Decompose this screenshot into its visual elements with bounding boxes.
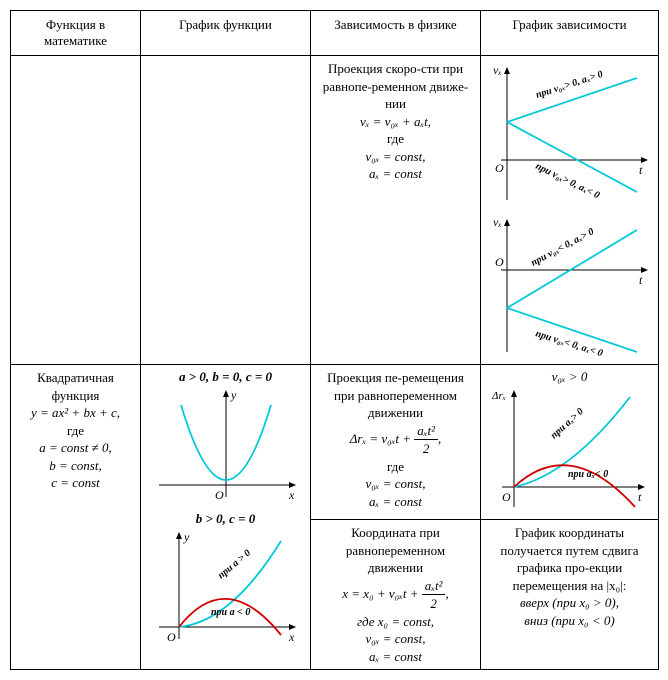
axis-y-2: y [183,530,190,544]
coord-c2: aₓ = const [369,649,422,664]
disp-eq-post: , [438,431,441,446]
header-row: Функция в математике График функции Зави… [11,11,659,56]
disp-eq-pre: Δrₓ = v₀ₓt + [350,431,415,446]
disp-title: Проекция пе-ремещения при равнопеременно… [317,369,474,422]
coord-num: aₓt² [422,577,446,596]
cond-4: при v₀ₓ< 0, aₓ< 0 [534,328,604,359]
coord-frac: aₓt²2 [422,577,446,613]
axis-dr: Δrₓ [491,390,506,402]
origin-2: O [495,255,504,269]
cell-physics-coord: Координата при равнопеременном движении … [311,520,481,670]
cell-mathgraph-empty [141,56,311,365]
axis-t-2: t [639,273,643,287]
axis-t-d: t [638,490,642,504]
axis-vx-2: vₓ [493,215,502,229]
axis-t-1: t [639,163,643,177]
origin-p1: O [215,488,224,502]
axis-x-2: x [288,630,295,644]
cell-math-empty [11,56,141,365]
axis-x-1: x [288,488,295,502]
cond-parabola-1: a > 0, b = 0, c = 0 [147,369,304,385]
cell-coord-note: График координаты получается путем сдвиг… [481,520,659,670]
cell-math-quadratic: Квадратичная функция y = ax² + bx + c, г… [11,365,141,670]
axis-y-1: y [230,388,237,402]
cond-a-pos: при a > 0 [215,548,252,582]
disp-head: v₀ₓ > 0 [487,369,652,385]
parabola-svg-1: y x O [151,385,301,505]
header-math: Функция в математике [11,11,141,56]
cond-parabola-2: b > 0, c = 0 [147,511,304,527]
disp-cond-pos: при aₓ> 0 [548,406,585,441]
quad-c2: b = const, [49,458,101,473]
note-l3: вниз (при x₀ < 0) [524,613,614,628]
cell-physics-velocity: Проекция скоро-сти при равнопе-ременном … [311,56,481,365]
note-l2: вверх (при x₀ > 0), [520,595,619,610]
quad-where: где [17,422,134,440]
disp-c1: v₀ₓ = const, [366,476,426,491]
coord-c1: v₀ₓ = const, [366,631,426,646]
quad-c1: a = const ≠ 0, [39,440,112,455]
quad-title: Квадратичная функция [17,369,134,404]
cell-physics-displacement: Проекция пе-ремещения при равнопеременно… [311,365,481,520]
disp-c2: aₓ = const [369,494,422,509]
disp-cond-neg: при aₓ< 0 [568,469,608,480]
disp-den: 2 [414,440,438,458]
header-math-graph: График функции [141,11,311,56]
velocity-graph-svg: vₓ t O при v₀ₓ> 0, aₓ> 0 при v₀ₓ> 0, aₓ<… [487,60,655,360]
origin-p2: O [167,630,176,644]
header-physics-graph: График зависимости [481,11,659,56]
quad-eq: y = ax² + bx + c, [31,405,120,420]
cond-3: при v₀ₓ< 0, aₓ> 0 [529,226,596,268]
origin-1: O [495,161,504,175]
coord-eq-post: , [445,586,448,601]
table-row: Квадратичная функция y = ax² + bx + c, г… [11,365,659,520]
coord-title: Координата при равнопеременном движении [317,524,474,577]
table-row: Проекция скоро-сти при равнопе-ременном … [11,56,659,365]
axis-vx-1: vₓ [493,63,502,77]
disp-frac: aₓt²2 [414,422,438,458]
velocity-c2: aₓ = const [369,166,422,181]
cell-mathgraph-quadratic: a > 0, b = 0, c = 0 y x O b > 0, c = 0 y… [141,365,311,670]
cond-1: при v₀ₓ> 0, aₓ> 0 [535,69,605,101]
velocity-title: Проекция скоро-сти при равнопе-ременном … [317,60,474,113]
coord-eq-pre: x = x₀ + v₀ₓt + [342,586,421,601]
disp-where: где [317,458,474,476]
header-physics: Зависимость в физике [311,11,481,56]
cond-a-neg: при a < 0 [211,607,250,618]
origin-d: O [502,490,511,504]
comparison-table: Функция в математике График функции Зави… [10,10,659,670]
velocity-eq: vₓ = v₀ₓ + aₓt, [360,114,431,129]
coord-where: где x₀ = const, [357,614,434,629]
velocity-c1: v₀ₓ = const, [366,149,426,164]
quad-c3: c = const [51,475,99,490]
parabola-svg-2: y x O при a > 0 при a < 0 [151,527,301,647]
disp-graph-svg: Δrₓ t O при aₓ> 0 при aₓ< 0 [490,385,650,515]
note-l1: График координаты получается путем сдвиг… [487,524,652,594]
velocity-where: где [317,130,474,148]
cell-velocity-graph: vₓ t O при v₀ₓ> 0, aₓ> 0 при v₀ₓ> 0, aₓ<… [481,56,659,365]
coord-den: 2 [422,595,446,613]
disp-num: aₓt² [414,422,438,441]
cell-disp-graph: v₀ₓ > 0 Δrₓ t O при aₓ> 0 при aₓ< 0 [481,365,659,520]
